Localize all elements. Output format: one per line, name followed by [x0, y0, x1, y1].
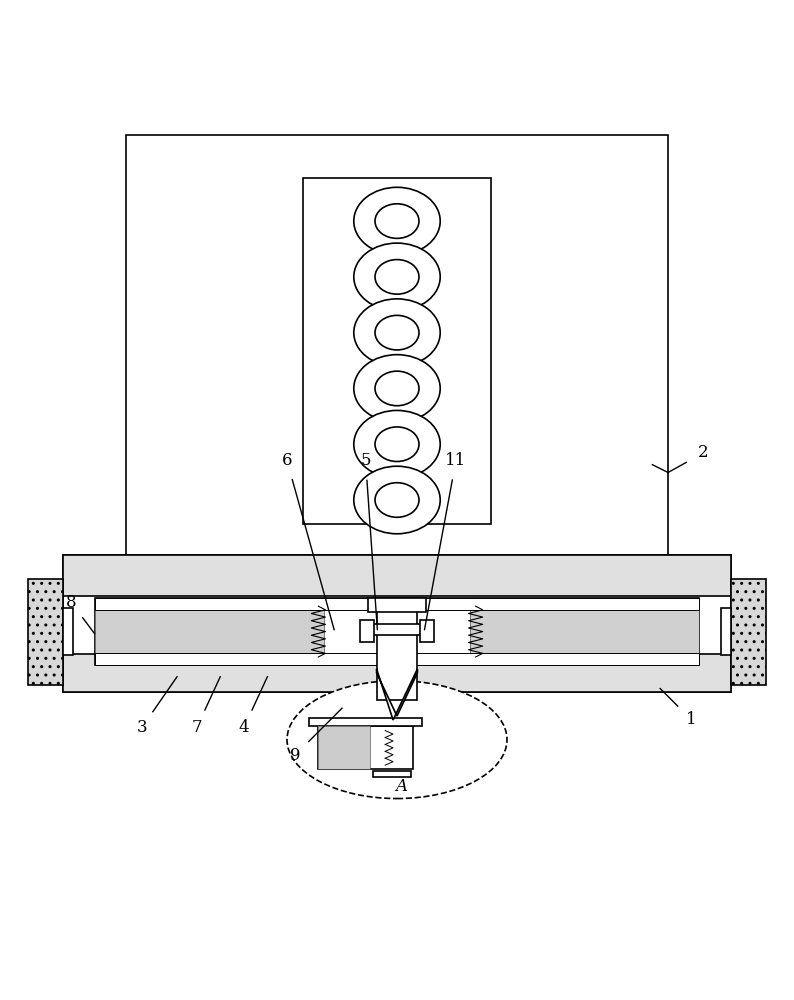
- Text: 4: 4: [238, 719, 249, 736]
- Bar: [368, 598, 426, 612]
- Bar: [63, 555, 731, 692]
- Text: 8: 8: [66, 594, 76, 611]
- Bar: [469, 598, 700, 665]
- Text: 7: 7: [191, 719, 202, 736]
- Text: A: A: [395, 778, 407, 795]
- Bar: [63, 555, 731, 596]
- Bar: [94, 598, 325, 665]
- Bar: [309, 718, 422, 726]
- Ellipse shape: [375, 483, 419, 517]
- Ellipse shape: [375, 371, 419, 406]
- Bar: [318, 726, 370, 769]
- Text: 6: 6: [282, 452, 292, 469]
- Bar: [722, 608, 731, 655]
- Bar: [94, 598, 700, 610]
- Bar: [94, 653, 700, 665]
- Bar: [376, 598, 418, 700]
- Text: 9: 9: [290, 747, 300, 764]
- Bar: [318, 726, 370, 769]
- Text: 1: 1: [686, 711, 697, 728]
- Bar: [63, 654, 731, 692]
- Ellipse shape: [354, 299, 440, 366]
- Bar: [63, 555, 731, 596]
- Text: 5: 5: [360, 452, 371, 469]
- Ellipse shape: [354, 410, 440, 478]
- Text: 3: 3: [137, 719, 147, 736]
- Bar: [28, 579, 63, 685]
- Ellipse shape: [287, 681, 507, 799]
- Bar: [368, 624, 426, 635]
- Ellipse shape: [375, 204, 419, 238]
- Polygon shape: [376, 669, 418, 720]
- Ellipse shape: [375, 260, 419, 294]
- Bar: [360, 620, 374, 642]
- Text: 2: 2: [698, 444, 709, 461]
- Bar: [94, 598, 700, 665]
- Ellipse shape: [354, 243, 440, 311]
- Bar: [731, 579, 766, 685]
- Ellipse shape: [375, 427, 419, 462]
- Bar: [469, 598, 700, 665]
- Bar: [420, 620, 434, 642]
- Ellipse shape: [354, 466, 440, 534]
- Bar: [63, 654, 731, 692]
- Bar: [63, 608, 72, 655]
- Bar: [373, 771, 410, 777]
- Bar: [126, 135, 668, 563]
- Ellipse shape: [375, 315, 419, 350]
- Bar: [303, 178, 491, 524]
- Bar: [94, 598, 325, 665]
- Bar: [318, 726, 413, 769]
- Ellipse shape: [354, 187, 440, 255]
- Text: 11: 11: [445, 452, 467, 469]
- Ellipse shape: [354, 355, 440, 422]
